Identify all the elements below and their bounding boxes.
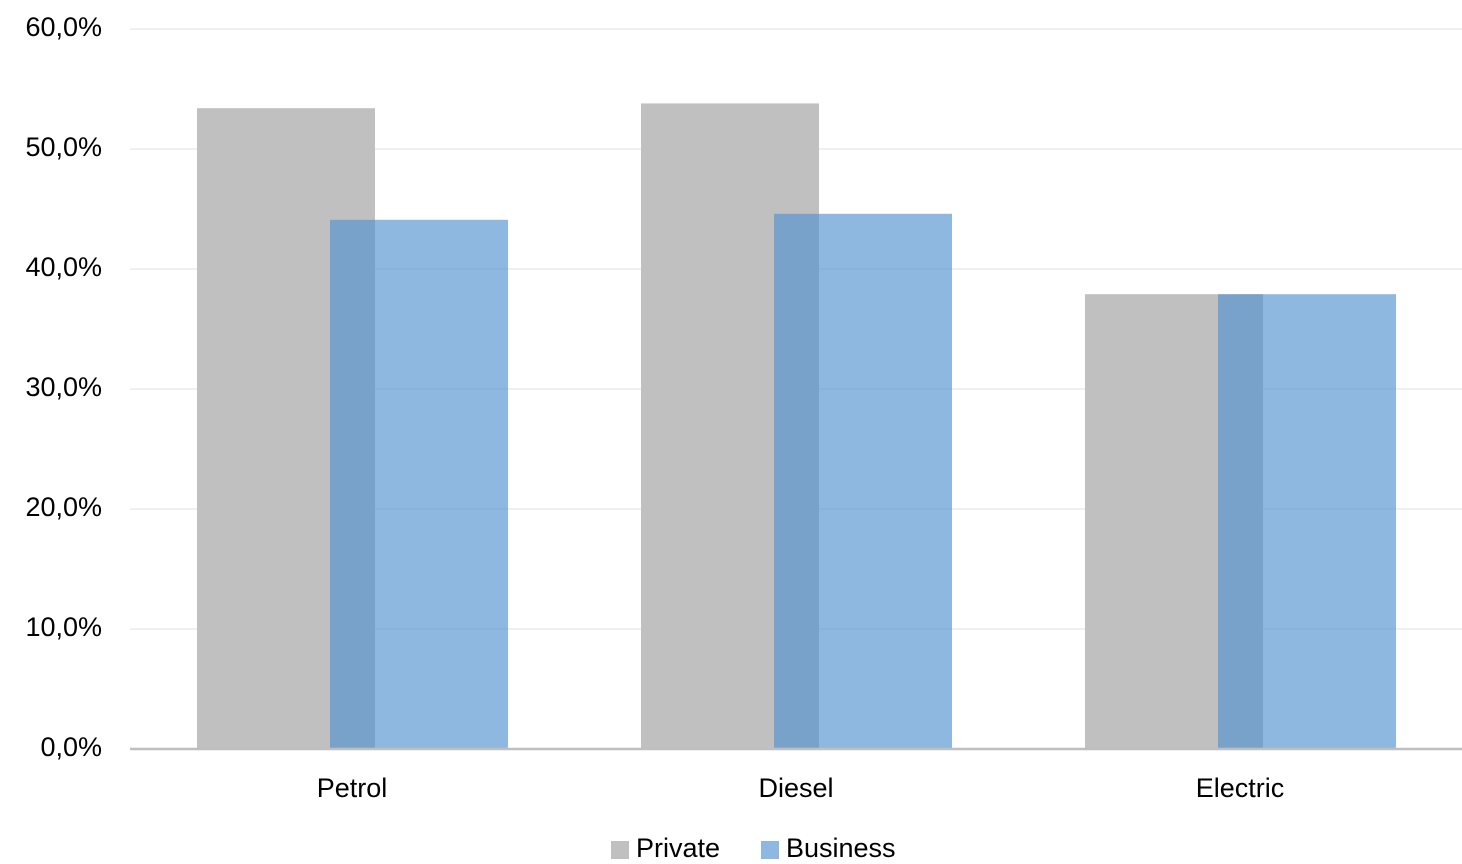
y-tick-label: 0,0% [40,732,102,762]
y-tick-label: 60,0% [25,12,102,42]
legend-label: Private [636,833,720,863]
y-tick-label: 50,0% [25,132,102,162]
bar [774,213,952,750]
x-tick-label: Petrol [317,773,388,803]
y-tick-label: 10,0% [25,612,102,642]
y-tick-label: 20,0% [25,492,102,522]
legend-label: Business [786,833,896,863]
bar [1218,294,1396,749]
y-tick-label: 40,0% [25,252,102,282]
y-tick-label: 30,0% [25,372,102,402]
x-tick-label: Diesel [758,773,833,803]
x-tick-label: Electric [1196,773,1285,803]
bar [330,219,508,750]
legend-swatch [611,841,629,859]
legend-swatch [761,841,779,859]
